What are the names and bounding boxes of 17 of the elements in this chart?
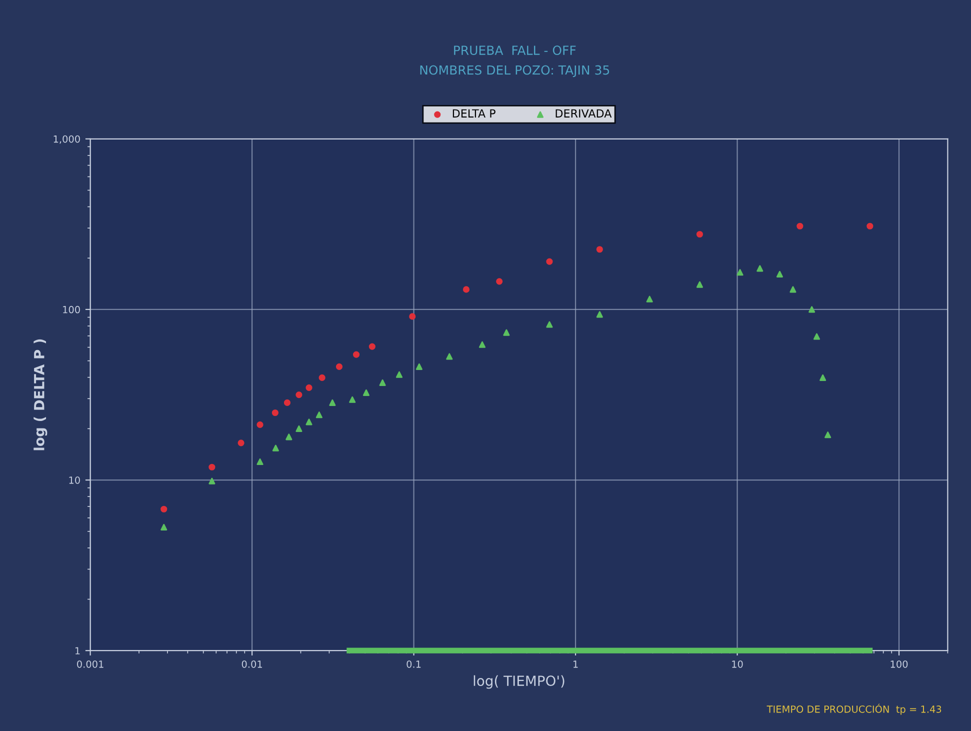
- legend-label: DERIVADA: [556, 109, 612, 118]
- x-tick-label: 10: [732, 660, 743, 668]
- x-tick-label: 0.001: [77, 660, 104, 668]
- x-axis-title: log( TIEMPO'): [474, 675, 564, 689]
- y-tick-label: 100: [63, 306, 80, 314]
- chart-subtitle: NOMBRES DEL POZO: TAJIN 35: [420, 65, 610, 78]
- y-axis-title: log ( DELTA P ): [34, 339, 48, 450]
- x-tick-label: 100: [890, 660, 908, 668]
- legend-label: DELTA P: [452, 109, 496, 118]
- chart-title: PRUEBA FALL - OFF: [454, 46, 576, 56]
- text: TIEMPO DE PRODUCCIÓN tp = 1.43: [766, 704, 942, 715]
- y-tick-label: 10: [69, 476, 80, 484]
- y-tick-label: 1,000: [54, 135, 80, 144]
- x-tick-label: 1: [574, 660, 578, 668]
- x-tick-label: 0.01: [242, 660, 262, 668]
- y-tick-label: 1: [75, 647, 80, 654]
- x-tick-label: 0.1: [406, 660, 421, 668]
